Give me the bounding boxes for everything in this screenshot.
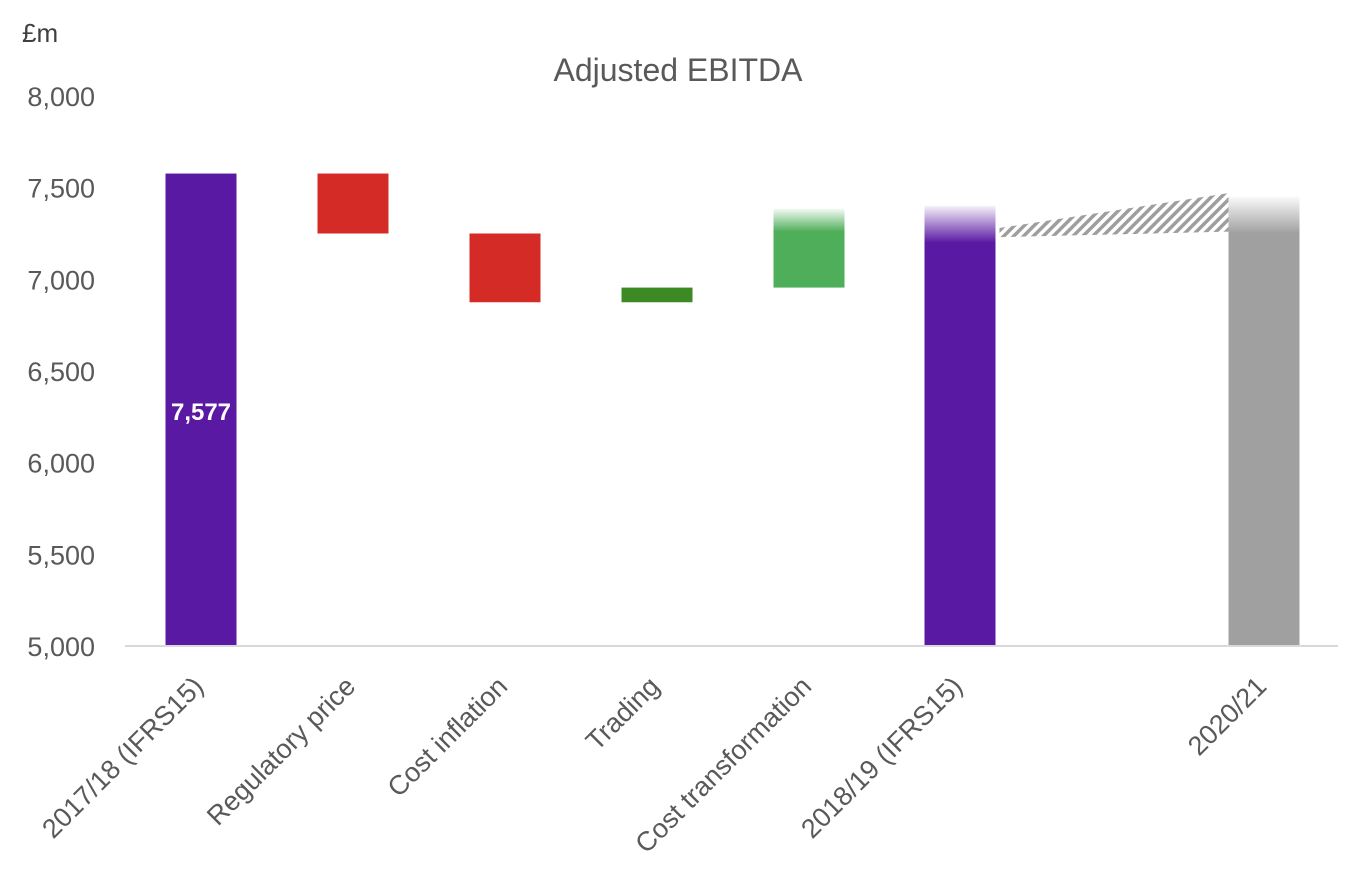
y-tick-label: 6,000 (27, 449, 95, 479)
bar-regulatory-price (317, 173, 389, 234)
y-tick-label: 8,000 (27, 82, 95, 112)
x-tick-label: Trading (580, 671, 665, 756)
bar-2017-18-ifrs15 (165, 173, 237, 647)
chart-title: Adjusted EBITDA (553, 52, 803, 88)
bar-2020-21 (1228, 196, 1300, 647)
x-tick-label: Regulatory price (201, 671, 361, 831)
projection-band (999, 193, 1229, 238)
bar-cost-transformation (773, 208, 845, 288)
bar-cost-inflation (469, 233, 541, 303)
x-tick-label: 2020/21 (1182, 671, 1272, 761)
y-tick-label: 5,500 (27, 540, 95, 570)
y-tick-label: 7,500 (27, 174, 95, 204)
x-tick-label: 2018/19 (IFRS15) (795, 671, 968, 844)
x-tick-label: Cost inflation (382, 671, 514, 803)
y-tick-label: 5,000 (27, 632, 95, 662)
data-label: 7,577 (171, 399, 231, 426)
x-tick-label: 2017/18 (IFRS15) (36, 671, 209, 844)
bar-2018-19-ifrs15 (924, 206, 996, 646)
y-tick-label: 6,500 (27, 357, 95, 387)
bar-trading (621, 287, 693, 303)
y-axis-unit-label: £m (22, 18, 59, 48)
y-tick-label: 7,000 (27, 265, 95, 295)
